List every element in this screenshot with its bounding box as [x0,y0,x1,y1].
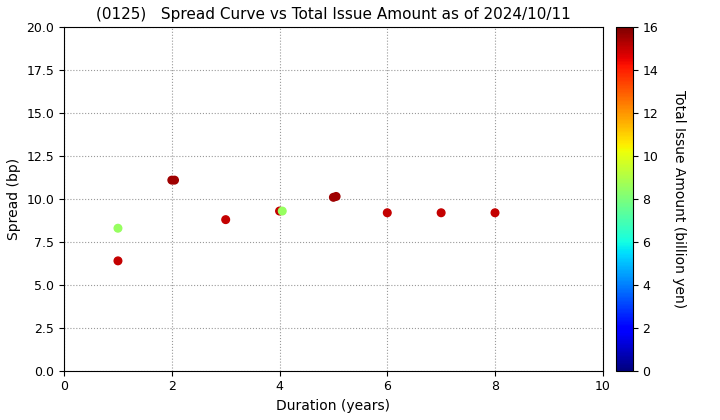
Point [382,210,393,216]
X-axis label: Duration (years): Duration (years) [276,399,390,413]
Y-axis label: Spread (bp): Spread (bp) [7,158,21,240]
Point [328,194,339,201]
Point [436,210,447,216]
Point [168,177,180,184]
Point [220,216,231,223]
Point [112,225,124,231]
Y-axis label: Total Issue Amount (billion yen): Total Issue Amount (billion yen) [672,90,686,308]
Point [276,208,288,215]
Point [112,257,124,264]
Point [166,177,178,184]
Title: (0125)   Spread Curve vs Total Issue Amount as of 2024/10/11: (0125) Spread Curve vs Total Issue Amoun… [96,7,571,22]
Point [274,208,285,215]
Point [490,210,501,216]
Point [330,193,342,200]
